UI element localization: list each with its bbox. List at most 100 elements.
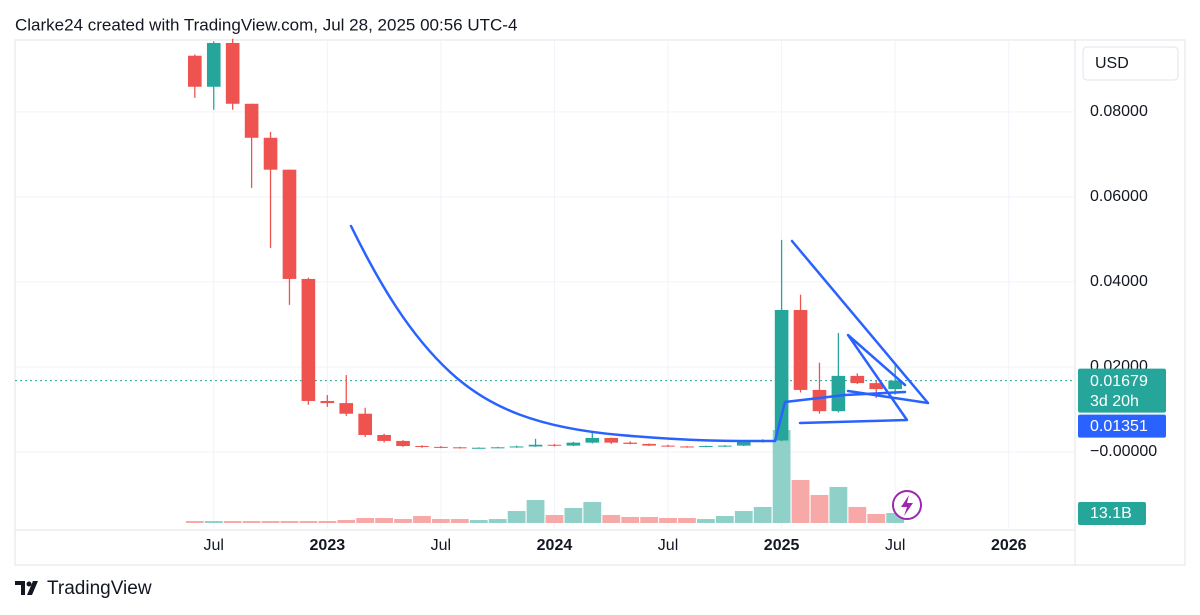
volume-bar [280, 521, 299, 523]
candle-body [718, 445, 732, 447]
volume-bar [659, 517, 677, 523]
candle-body [453, 447, 467, 449]
candle-body [680, 446, 694, 448]
candle-body [736, 441, 751, 446]
volume-bar [772, 430, 791, 523]
countdown: 3d 20h [1090, 393, 1139, 410]
candles [188, 38, 902, 449]
x-tick-label: 2023 [310, 537, 346, 554]
x-tick-label: Jul [204, 537, 224, 554]
candle-body [812, 389, 827, 412]
candle-body [888, 380, 902, 390]
candle-body [566, 442, 581, 446]
volume-bar [753, 506, 772, 523]
candle-body [415, 446, 429, 448]
volume-bar [223, 521, 242, 523]
last-price: 0.01679 [1090, 373, 1148, 390]
candle-body [206, 42, 221, 87]
x-tick-label: 2024 [537, 537, 573, 554]
candle-body [263, 137, 278, 170]
volume-bar [848, 506, 867, 523]
volume-bar [299, 521, 318, 523]
volume-bar [469, 520, 488, 523]
candle-body [585, 437, 600, 443]
footer: TradingView [47, 578, 152, 599]
candle-body [396, 440, 410, 447]
volume-bar [261, 521, 280, 523]
volume-bar [583, 502, 602, 523]
candle-body [774, 309, 789, 441]
candle-body [661, 445, 675, 447]
line-value-tag [1078, 414, 1166, 438]
volume-bar [734, 511, 753, 523]
x-tick-label: 2025 [764, 537, 800, 554]
volume-bar [242, 521, 261, 523]
candle-body [358, 413, 372, 435]
volume-bar [431, 519, 450, 523]
candle-body [434, 446, 448, 448]
volume-bar [450, 519, 469, 523]
wedge-base [798, 333, 909, 425]
candle-body [831, 375, 846, 412]
volume [185, 430, 905, 523]
volume-bar [810, 494, 829, 523]
volume-bar [602, 514, 621, 523]
candle-body [793, 309, 808, 390]
volume-bar [791, 480, 810, 523]
volume-bar [204, 521, 223, 523]
line-value: 0.01351 [1090, 418, 1148, 435]
x-tick-label: Jul [431, 537, 451, 554]
volume-bar [337, 520, 356, 523]
candle-body [301, 278, 316, 401]
candle-body [528, 444, 543, 447]
x-tick-label: Jul [658, 537, 678, 554]
candle-body [377, 434, 391, 441]
volume-bar [867, 513, 886, 523]
candle-body [225, 42, 240, 104]
wedge-upper [790, 239, 930, 405]
candle-body [320, 400, 335, 404]
currency: USD [1095, 55, 1129, 72]
volume-tag [1078, 501, 1146, 525]
bolt-icon[interactable] [892, 490, 922, 520]
candle-body [623, 442, 637, 444]
volume-bar [621, 516, 640, 523]
volume-bar [356, 517, 375, 523]
volume-bar [318, 521, 337, 523]
y-tick-label: 0.06000 [1090, 188, 1148, 205]
wedge-lower [773, 390, 907, 443]
last-price-tag [1078, 368, 1166, 413]
y-tick-label: 0.04000 [1090, 273, 1148, 290]
volume-bar [507, 511, 526, 523]
chart-frame [14, 39, 1186, 566]
volume-bar [564, 507, 583, 523]
volume-bar [715, 515, 734, 523]
candle-body [604, 437, 619, 443]
volume-bar [394, 519, 412, 523]
candle-body [188, 55, 202, 87]
candle-body [490, 447, 505, 449]
footer-logo [15, 581, 38, 595]
candle-body [699, 446, 713, 448]
currency-box[interactable] [1082, 46, 1179, 81]
candle-body [509, 446, 524, 448]
volume-label: 13.1B [1090, 505, 1132, 522]
volume-bar [488, 519, 507, 523]
candle-body [869, 383, 884, 390]
candle-body [339, 403, 354, 414]
volume-bar [413, 515, 431, 523]
volume-bar [696, 519, 715, 523]
volume-bar [375, 517, 394, 523]
volume-bar [640, 516, 659, 523]
x-tick-label: 2026 [991, 537, 1027, 554]
volume-bar [886, 512, 905, 523]
candle-body [850, 375, 865, 384]
candle-body [244, 103, 259, 138]
candle-body [642, 443, 656, 446]
volume-bar [678, 517, 696, 523]
candle-body [547, 444, 562, 446]
candle-body [471, 447, 486, 449]
